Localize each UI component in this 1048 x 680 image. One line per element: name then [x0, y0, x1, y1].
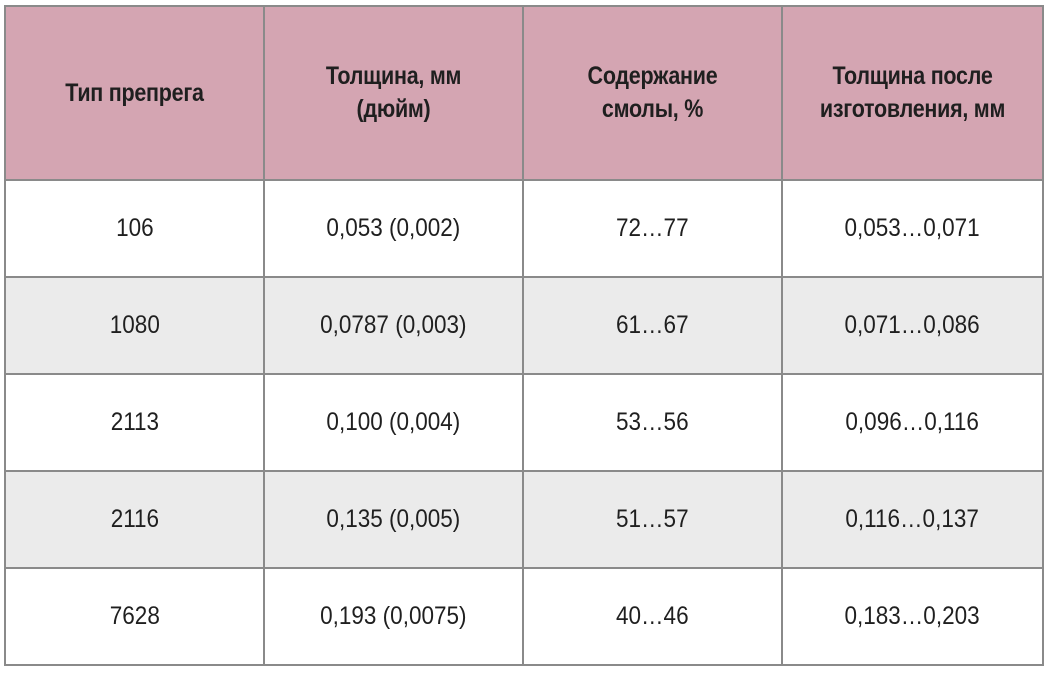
header-thickness: Толщина, мм (дюйм) [263, 5, 524, 181]
cell-resin-content: 51…57 [522, 470, 783, 569]
header-resin-content: Содержание смолы, % [522, 5, 783, 181]
cell-thickness: 0,100 (0,004) [263, 373, 524, 472]
header-row: Тип препрега Толщина, мм (дюйм) Содержан… [4, 5, 1044, 181]
prepreg-table: Тип препрега Толщина, мм (дюйм) Содержан… [4, 5, 1044, 666]
table-row: 7628 0,193 (0,0075) 40…46 0,183…0,203 [4, 567, 1044, 666]
cell-final-thickness: 0,096…0,116 [781, 373, 1044, 472]
cell-final-thickness: 0,116…0,137 [781, 470, 1044, 569]
cell-prepreg-type: 106 [4, 179, 265, 278]
cell-final-thickness: 0,071…0,086 [781, 276, 1044, 375]
table-body: 106 0,053 (0,002) 72…77 0,053…0,071 1080… [4, 179, 1044, 666]
header-prepreg-type: Тип препрега [4, 5, 265, 181]
cell-final-thickness: 0,183…0,203 [781, 567, 1044, 666]
cell-final-thickness: 0,053…0,071 [781, 179, 1044, 278]
cell-resin-content: 53…56 [522, 373, 783, 472]
header-final-thickness: Толщина после изготовления, мм [781, 5, 1044, 181]
table-row: 1080 0,0787 (0,003) 61…67 0,071…0,086 [4, 276, 1044, 375]
cell-prepreg-type: 1080 [4, 276, 265, 375]
cell-resin-content: 72…77 [522, 179, 783, 278]
table-row: 106 0,053 (0,002) 72…77 0,053…0,071 [4, 179, 1044, 278]
cell-thickness: 0,193 (0,0075) [263, 567, 524, 666]
cell-thickness: 0,0787 (0,003) [263, 276, 524, 375]
cell-thickness: 0,053 (0,002) [263, 179, 524, 278]
table-row: 2116 0,135 (0,005) 51…57 0,116…0,137 [4, 470, 1044, 569]
cell-resin-content: 40…46 [522, 567, 783, 666]
cell-thickness: 0,135 (0,005) [263, 470, 524, 569]
cell-prepreg-type: 7628 [4, 567, 265, 666]
table-row: 2113 0,100 (0,004) 53…56 0,096…0,116 [4, 373, 1044, 472]
table-header: Тип препрега Толщина, мм (дюйм) Содержан… [4, 5, 1044, 181]
cell-prepreg-type: 2116 [4, 470, 265, 569]
cell-prepreg-type: 2113 [4, 373, 265, 472]
cell-resin-content: 61…67 [522, 276, 783, 375]
